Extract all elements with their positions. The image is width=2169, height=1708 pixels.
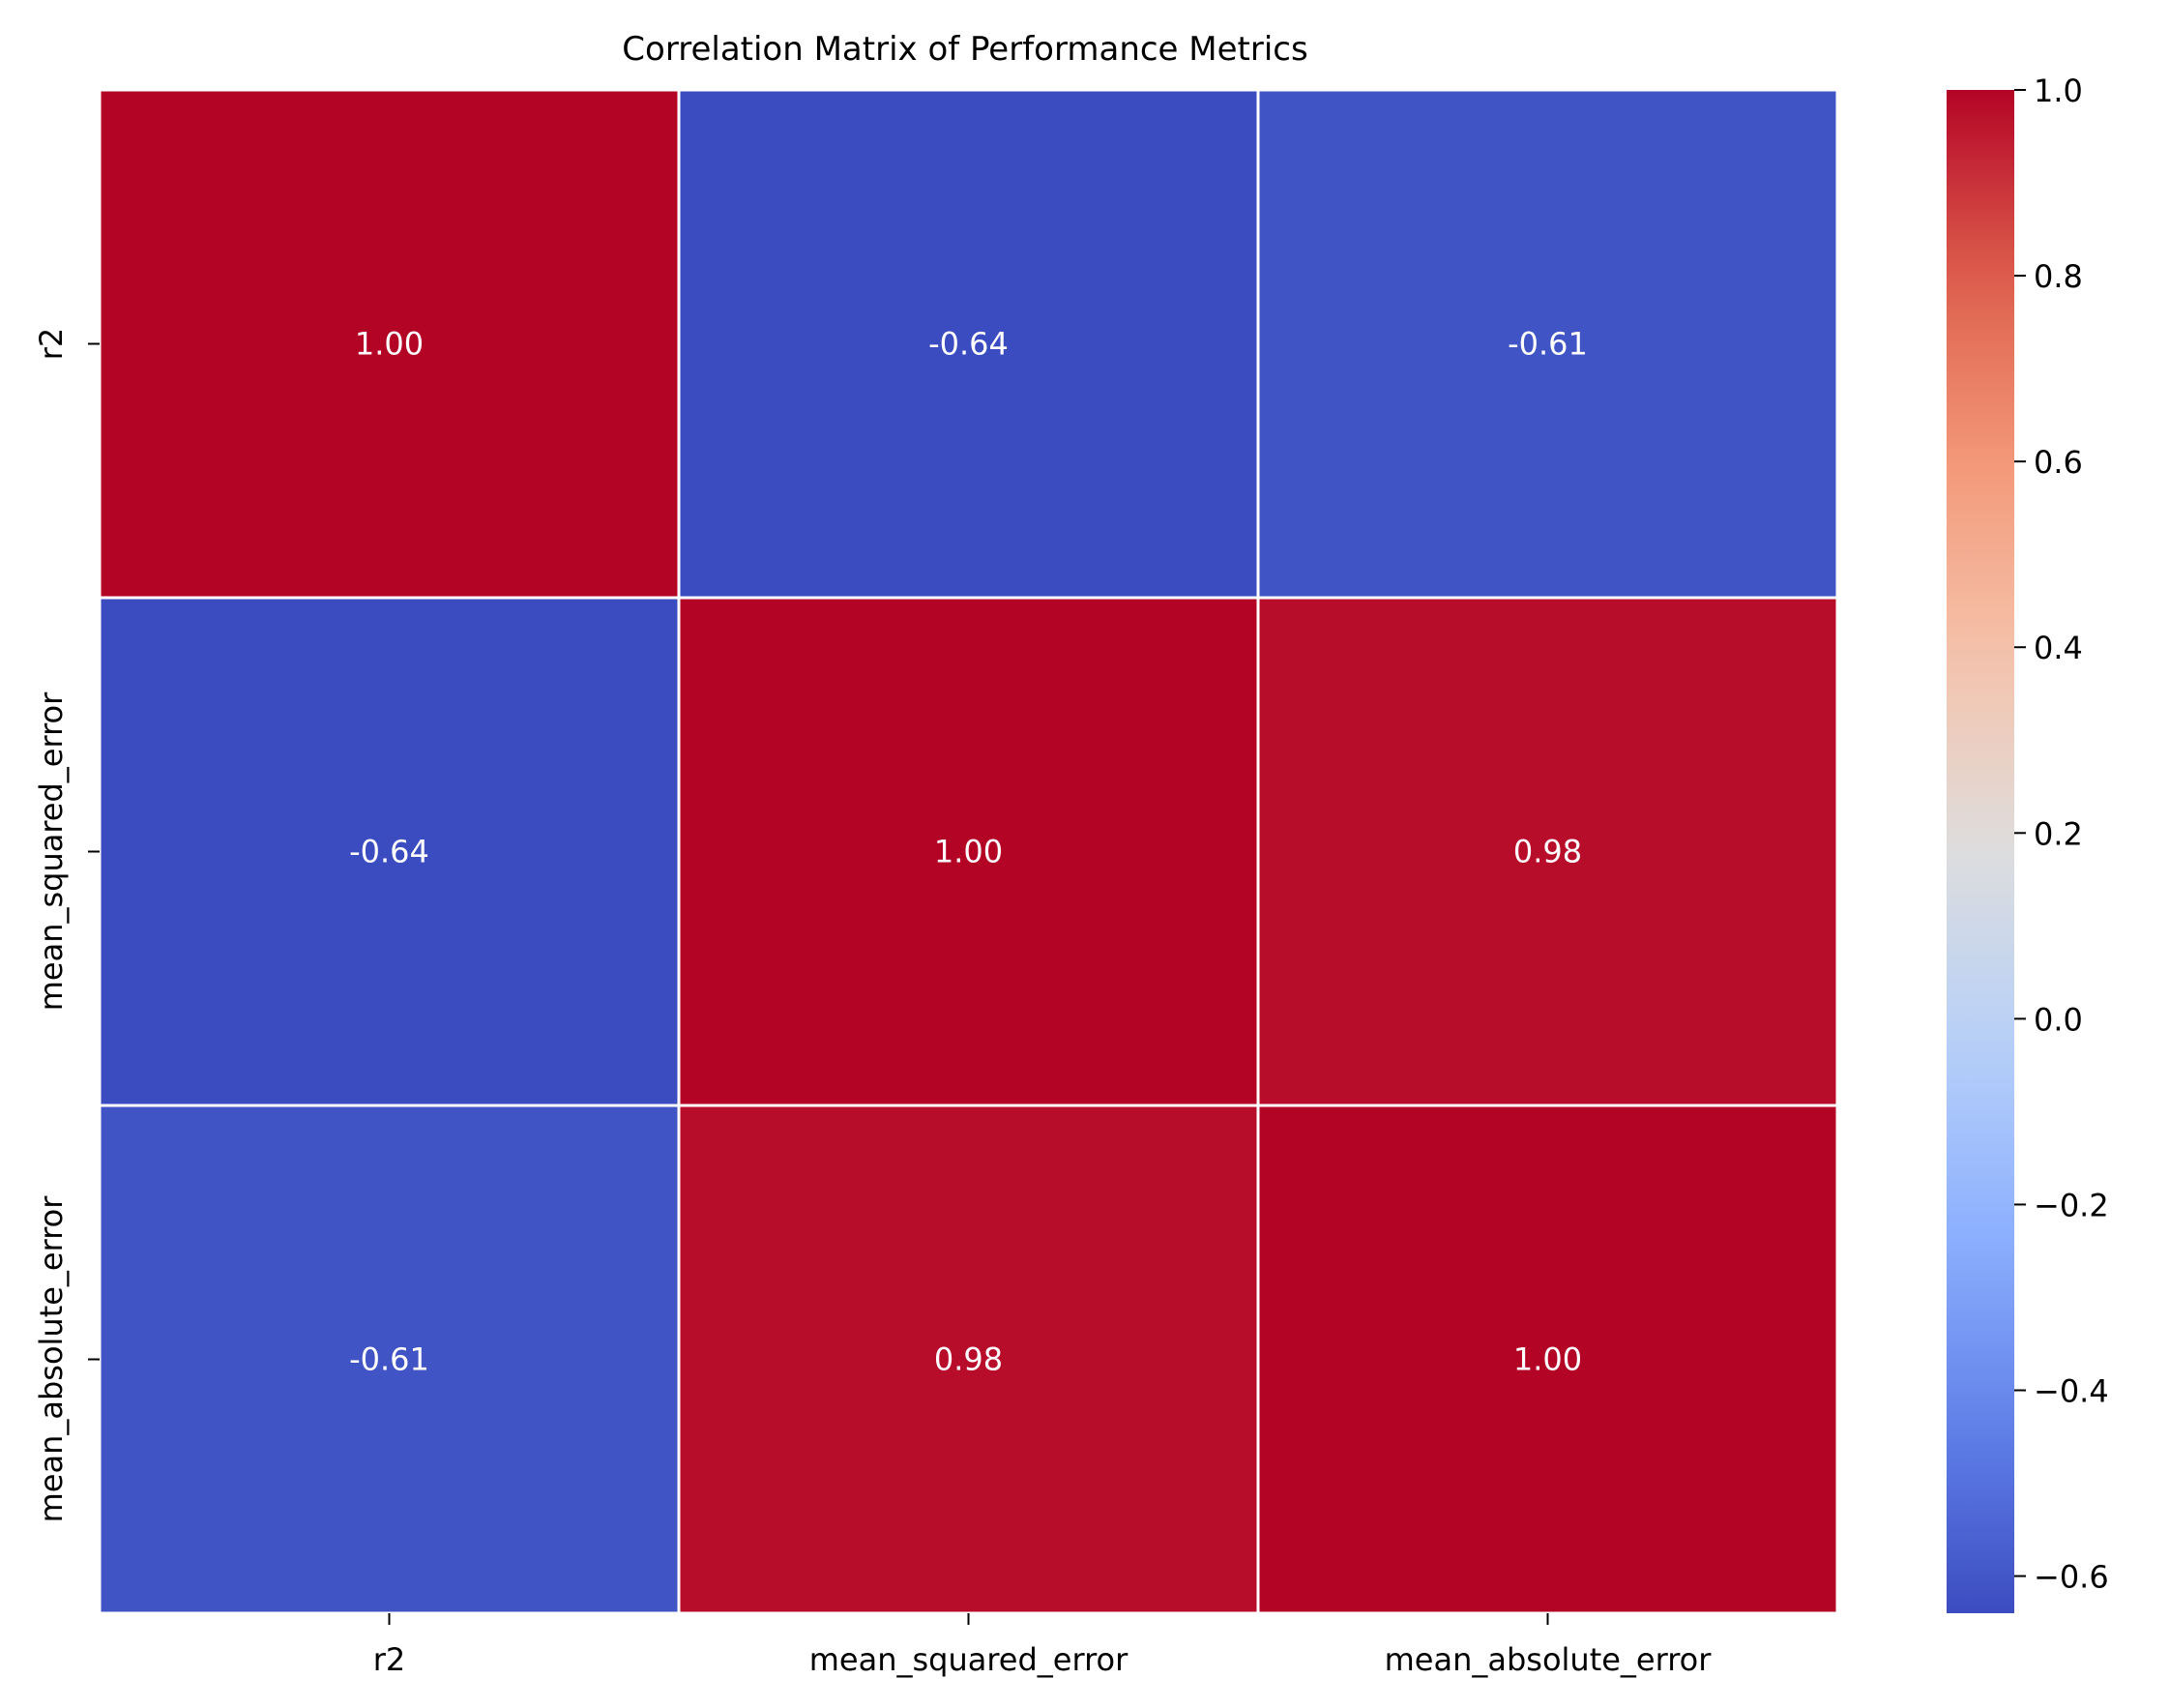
colorbar-tick-label: 0.4 bbox=[2034, 630, 2083, 666]
colorbar-tick-label: 0.8 bbox=[2034, 258, 2083, 295]
cell-value-label: -0.64 bbox=[349, 834, 429, 870]
colorbar-tick-label: −0.4 bbox=[2034, 1373, 2109, 1410]
cell-value-label: -0.61 bbox=[1508, 326, 1588, 363]
x-tick-label: mean_squared_error bbox=[809, 1641, 1128, 1678]
heatmap-cell-1-0 bbox=[98, 596, 681, 1107]
colorbar: −0.6 −0.4 −0.2 0.0 0.2 0.4 0.6 0.8 1.0 bbox=[1947, 73, 2109, 1613]
y-tick-label: mean_absolute_error bbox=[33, 1195, 70, 1523]
cell-value-label: 1.00 bbox=[934, 834, 1003, 870]
colorbar-tick-label: 0.2 bbox=[2034, 815, 2083, 852]
cell-value-label: 1.00 bbox=[355, 326, 424, 363]
cell-value-label: 1.00 bbox=[1513, 1341, 1582, 1378]
heatmap-cell-2-1 bbox=[677, 1104, 1260, 1615]
heatmap-cell-0-0 bbox=[98, 88, 681, 600]
colorbar-tick-label: −0.6 bbox=[2034, 1559, 2109, 1596]
heatmap-cell-0-1 bbox=[677, 88, 1260, 600]
x-tick-label: r2 bbox=[373, 1641, 406, 1678]
cell-value-label: 0.98 bbox=[1513, 834, 1582, 870]
colorbar-tick-label: 0.0 bbox=[2034, 1001, 2083, 1038]
heatmap-cell-0-2 bbox=[1256, 88, 1839, 600]
x-tick-label: mean_absolute_error bbox=[1385, 1641, 1713, 1678]
colorbar-tick-label: −0.2 bbox=[2034, 1187, 2109, 1223]
heatmap-cell-1-1 bbox=[677, 596, 1260, 1107]
heatmap-cell-1-2 bbox=[1256, 596, 1839, 1107]
y-tick-label: mean_squared_error bbox=[33, 692, 70, 1011]
colorbar-tick-label: 0.6 bbox=[2034, 444, 2083, 481]
chart-title: Correlation Matrix of Performance Metric… bbox=[622, 30, 1307, 69]
y-tick-label: r2 bbox=[33, 328, 70, 361]
heatmap-cells bbox=[98, 88, 1839, 1615]
y-axis: r2 mean_squared_error mean_absolute_error bbox=[33, 328, 100, 1523]
heatmap-cell-2-0 bbox=[98, 1104, 681, 1615]
cell-value-label: -0.64 bbox=[928, 326, 1009, 363]
cell-value-label: 0.98 bbox=[934, 1341, 1003, 1378]
colorbar-tick-label: 1.0 bbox=[2034, 73, 2083, 109]
cell-annotations: 1.00 -0.64 -0.61 -0.64 1.00 0.98 -0.61 0.98 1.00 bbox=[349, 326, 1588, 1378]
colorbar-gradient bbox=[1947, 90, 2014, 1613]
cell-value-label: -0.61 bbox=[349, 1341, 429, 1378]
x-axis: r2 mean_squared_error mean_absolute_error bbox=[373, 1613, 1713, 1678]
